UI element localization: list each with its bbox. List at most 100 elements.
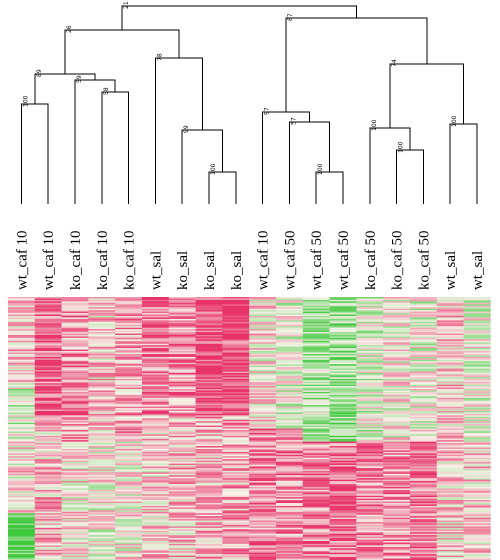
heatmap-cell	[168, 459, 196, 461]
heatmap-cell	[410, 390, 438, 393]
heatmap-cell	[463, 511, 491, 514]
heatmap-cell	[142, 558, 170, 560]
heatmap-cell	[142, 539, 170, 542]
heatmap-cell	[463, 400, 491, 403]
heatmap-cell	[34, 298, 62, 301]
heatmap-cell	[8, 355, 36, 358]
heatmap-cell	[356, 488, 384, 491]
heatmap-cell	[168, 533, 196, 536]
heatmap-cell	[168, 507, 196, 510]
heatmap-cell	[34, 348, 62, 350]
heatmap-cell	[142, 552, 170, 555]
heatmap-cell	[61, 505, 89, 508]
heatmap-cell	[222, 514, 250, 517]
heatmap-cell	[276, 370, 304, 372]
heatmap-cell	[168, 513, 196, 515]
bootstrap-label-n_n: 100	[451, 115, 458, 127]
heatmap-cell	[168, 522, 196, 524]
heatmap-cell	[302, 371, 330, 374]
heatmap-cell	[115, 441, 143, 444]
heatmap-cell	[195, 370, 223, 372]
heatmap-cell	[115, 340, 143, 343]
heatmap-cell	[115, 546, 143, 549]
heatmap-cell	[436, 324, 464, 327]
heatmap-cell	[115, 337, 143, 340]
heatmap-cell	[61, 535, 89, 537]
heatmap-cell	[249, 514, 277, 517]
heatmap-cell	[61, 410, 89, 413]
heatmap-cell	[436, 503, 464, 505]
heatmap-cell	[142, 543, 170, 546]
heatmap-cell	[436, 311, 464, 314]
heatmap-cell	[61, 342, 89, 345]
heatmap-cell	[61, 356, 89, 359]
heatmap-cell	[410, 302, 438, 305]
heatmap-cell	[168, 320, 196, 323]
heatmap-cell	[88, 497, 116, 499]
heatmap-cell	[61, 424, 89, 426]
heatmap-cell	[410, 345, 438, 347]
dendrogram-link-n_l	[396, 149, 424, 204]
heatmap-cell	[356, 549, 384, 552]
heatmap-cell	[142, 318, 170, 321]
heatmap-cell	[8, 508, 36, 511]
heatmap-cell	[8, 478, 36, 480]
heatmap-cell	[8, 410, 36, 413]
heatmap-cell	[436, 310, 464, 312]
heatmap-cell	[34, 505, 62, 508]
heatmap-cell	[142, 498, 170, 501]
heatmap-cell	[88, 428, 116, 431]
heatmap-cell	[195, 438, 223, 441]
heatmap-cell	[195, 313, 223, 315]
heatmap-cell	[249, 409, 277, 412]
heatmap-cell	[383, 533, 411, 536]
heatmap-cell	[436, 389, 464, 391]
heatmap-cell	[436, 383, 464, 385]
heatmap-cell	[276, 542, 304, 545]
heatmap-cell	[302, 356, 330, 359]
heatmap-cell	[34, 427, 62, 429]
heatmap-cell	[249, 352, 277, 355]
heatmap-cell	[34, 535, 62, 537]
heatmap-cell	[410, 416, 438, 419]
heatmap-cell	[168, 554, 196, 556]
heatmap-cell	[383, 529, 411, 532]
heatmap-cell	[383, 356, 411, 359]
heatmap-cell	[356, 536, 384, 539]
heatmap-cell	[61, 552, 89, 555]
heatmap-cell	[168, 405, 196, 407]
heatmap-cell	[34, 530, 62, 533]
heatmap-cell	[302, 380, 330, 383]
heatmap-cell	[410, 470, 438, 473]
heatmap-cell	[142, 505, 170, 508]
heatmap-cell	[61, 475, 89, 478]
heatmap-cell	[61, 514, 89, 517]
heatmap-cell	[88, 359, 116, 362]
heatmap-cell	[61, 486, 89, 489]
heatmap-cell	[249, 397, 277, 400]
heatmap-cell	[61, 478, 89, 480]
heatmap-cell	[329, 524, 357, 527]
heatmap-cell	[34, 448, 62, 451]
heatmap-cell	[88, 345, 116, 347]
heatmap-cell	[356, 451, 384, 454]
heatmap-cell	[383, 381, 411, 384]
heatmap-cell	[249, 370, 277, 372]
heatmap-cell	[195, 543, 223, 546]
heatmap-cell	[356, 548, 384, 551]
heatmap-cell	[8, 539, 36, 542]
heatmap-cell	[195, 524, 223, 527]
heatmap-cell	[61, 367, 89, 369]
heatmap-cell	[329, 342, 357, 345]
heatmap-cell	[34, 492, 62, 495]
heatmap-cell	[329, 542, 357, 545]
heatmap-cell	[249, 432, 277, 435]
heatmap-cell	[329, 323, 357, 326]
heatmap-cell	[302, 422, 330, 425]
heatmap-cell	[276, 410, 304, 413]
heatmap-cell	[142, 415, 170, 418]
heatmap-cell	[34, 352, 62, 355]
heatmap-cell	[436, 396, 464, 399]
heatmap-cell	[34, 450, 62, 453]
heatmap-cell	[302, 383, 330, 385]
